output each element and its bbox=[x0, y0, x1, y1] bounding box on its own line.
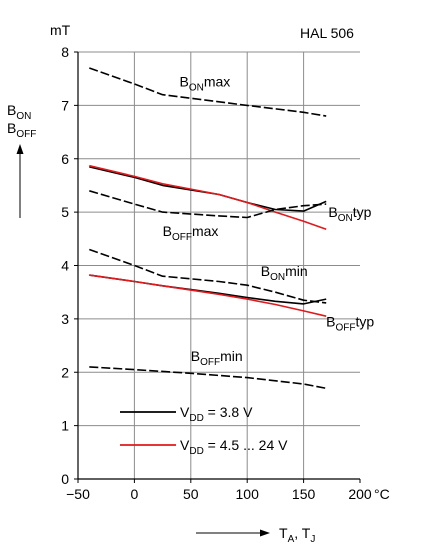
label-bon-min: BONmin bbox=[261, 263, 308, 283]
y-tick-label: 0 bbox=[61, 471, 69, 487]
x-axis-arrow-icon bbox=[260, 529, 270, 537]
x-title-main-1: T bbox=[279, 525, 288, 541]
y-unit-label: mT bbox=[50, 22, 71, 38]
y-title-sub-2: OFF bbox=[16, 129, 36, 140]
legend-label-1: VDD = 3.8 V bbox=[180, 404, 253, 424]
label-bon-typ: BONtyp bbox=[328, 204, 371, 224]
axes bbox=[74, 51, 361, 483]
label-boff-typ: BOFFtyp bbox=[326, 314, 374, 334]
x-tick-label: −50 bbox=[66, 486, 90, 502]
y-tick-label: 5 bbox=[61, 204, 69, 220]
y-tick-label: 1 bbox=[61, 418, 69, 434]
x-axis-title: TA, TJ bbox=[196, 525, 315, 545]
x-unit-label: °C bbox=[374, 486, 390, 502]
curve-annotations: BONmax BONtyp BOFFmax BONmin BOFFtyp BOFFmin bbox=[163, 73, 375, 368]
legend: VDD = 3.8 V VDD = 4.5 ... 24 V bbox=[120, 404, 288, 457]
series-line-bonmin-black bbox=[89, 248, 327, 304]
y-axis-arrow-icon bbox=[16, 144, 24, 154]
x-tick-label: 50 bbox=[183, 486, 199, 502]
x-tick-label: 150 bbox=[292, 486, 316, 502]
svg-text:TA, TJ: TA, TJ bbox=[279, 525, 315, 545]
x-title-sub-2: J bbox=[310, 534, 315, 545]
y-tick-label: 3 bbox=[61, 311, 69, 327]
device-label: HAL 506 bbox=[300, 25, 354, 41]
series-line-bontyp-red bbox=[89, 164, 327, 230]
series-line-bofftyp-red bbox=[89, 274, 327, 317]
x-title-sep: , bbox=[294, 525, 302, 541]
x-title-main-2: T bbox=[302, 525, 311, 541]
x-title-sub-1: A bbox=[288, 534, 295, 545]
svg-text:BON: BON bbox=[7, 102, 31, 122]
y-tick-label: 7 bbox=[61, 97, 69, 113]
x-tick-label: 100 bbox=[236, 486, 260, 502]
y-tick-label: 4 bbox=[61, 258, 69, 274]
label-boff-max: BOFFmax bbox=[163, 223, 219, 243]
y-tick-label: 8 bbox=[61, 44, 69, 60]
y-title-main-1: B bbox=[7, 102, 16, 118]
y-tick-label: 2 bbox=[61, 364, 69, 380]
x-tick-label: 200 bbox=[348, 486, 372, 502]
y-title-sub-1: ON bbox=[16, 111, 31, 122]
series-lines bbox=[89, 67, 327, 390]
y-axis-title: BON BOFF bbox=[7, 102, 36, 218]
series-line-bonmax-black bbox=[89, 67, 327, 117]
label-boff-min: BOFFmin bbox=[191, 348, 243, 368]
grid-lines bbox=[78, 51, 360, 479]
label-bon-max: BONmax bbox=[180, 73, 231, 93]
svg-text:BOFF: BOFF bbox=[7, 120, 36, 140]
y-tick-label: 6 bbox=[61, 151, 69, 167]
y-title-main-2: B bbox=[7, 120, 16, 136]
x-tick-label: 0 bbox=[131, 486, 139, 502]
series-line-boffmax-black bbox=[89, 190, 327, 219]
series-line-boffmin-black bbox=[89, 366, 327, 390]
legend-label-2: VDD = 4.5 ... 24 V bbox=[180, 437, 288, 457]
